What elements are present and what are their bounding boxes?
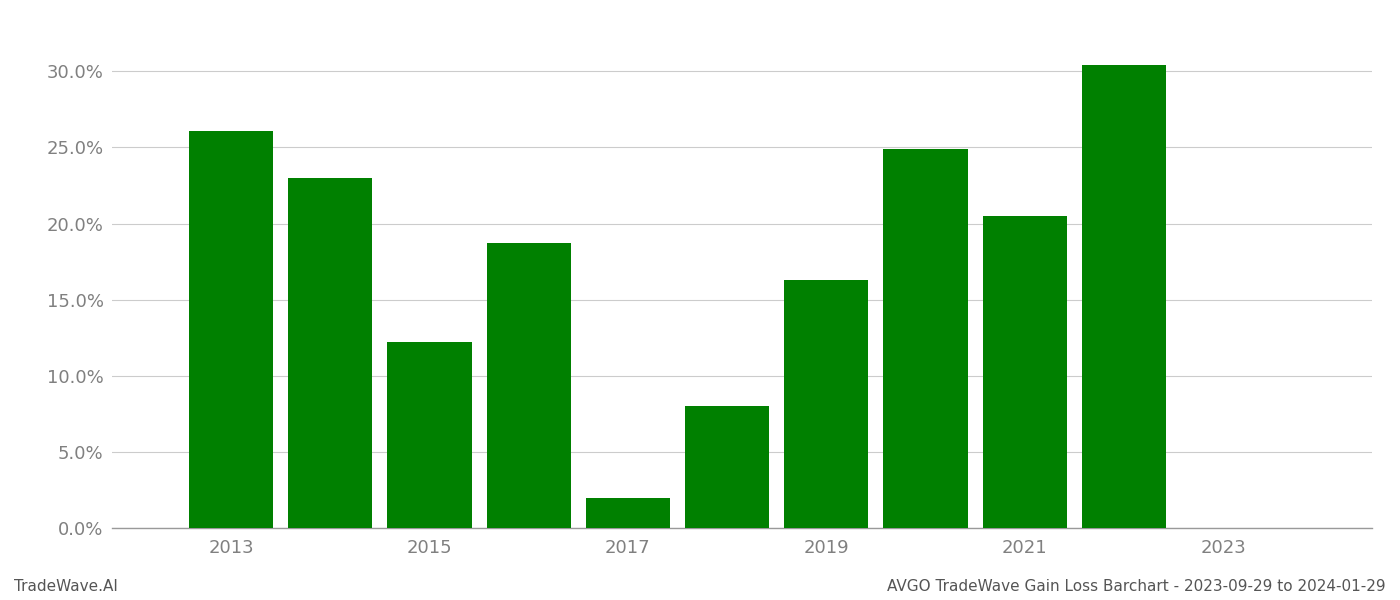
- Text: TradeWave.AI: TradeWave.AI: [14, 579, 118, 594]
- Bar: [883, 149, 967, 528]
- Bar: [487, 244, 571, 528]
- Bar: [983, 216, 1067, 528]
- Bar: [288, 178, 372, 528]
- Bar: [388, 342, 472, 528]
- Bar: [685, 406, 769, 528]
- Bar: [189, 131, 273, 528]
- Text: AVGO TradeWave Gain Loss Barchart - 2023-09-29 to 2024-01-29: AVGO TradeWave Gain Loss Barchart - 2023…: [888, 579, 1386, 594]
- Bar: [784, 280, 868, 528]
- Bar: [1082, 65, 1166, 528]
- Bar: [585, 497, 671, 528]
